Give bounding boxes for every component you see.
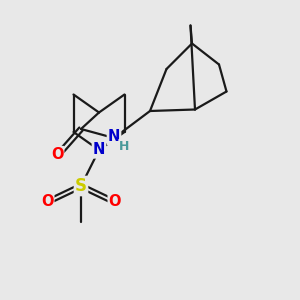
Text: N: N [108,129,120,144]
Text: O: O [51,147,63,162]
Text: N: N [93,142,105,158]
Text: S: S [75,177,87,195]
Text: O: O [109,194,121,208]
Text: O: O [41,194,53,208]
Text: H: H [119,140,130,153]
